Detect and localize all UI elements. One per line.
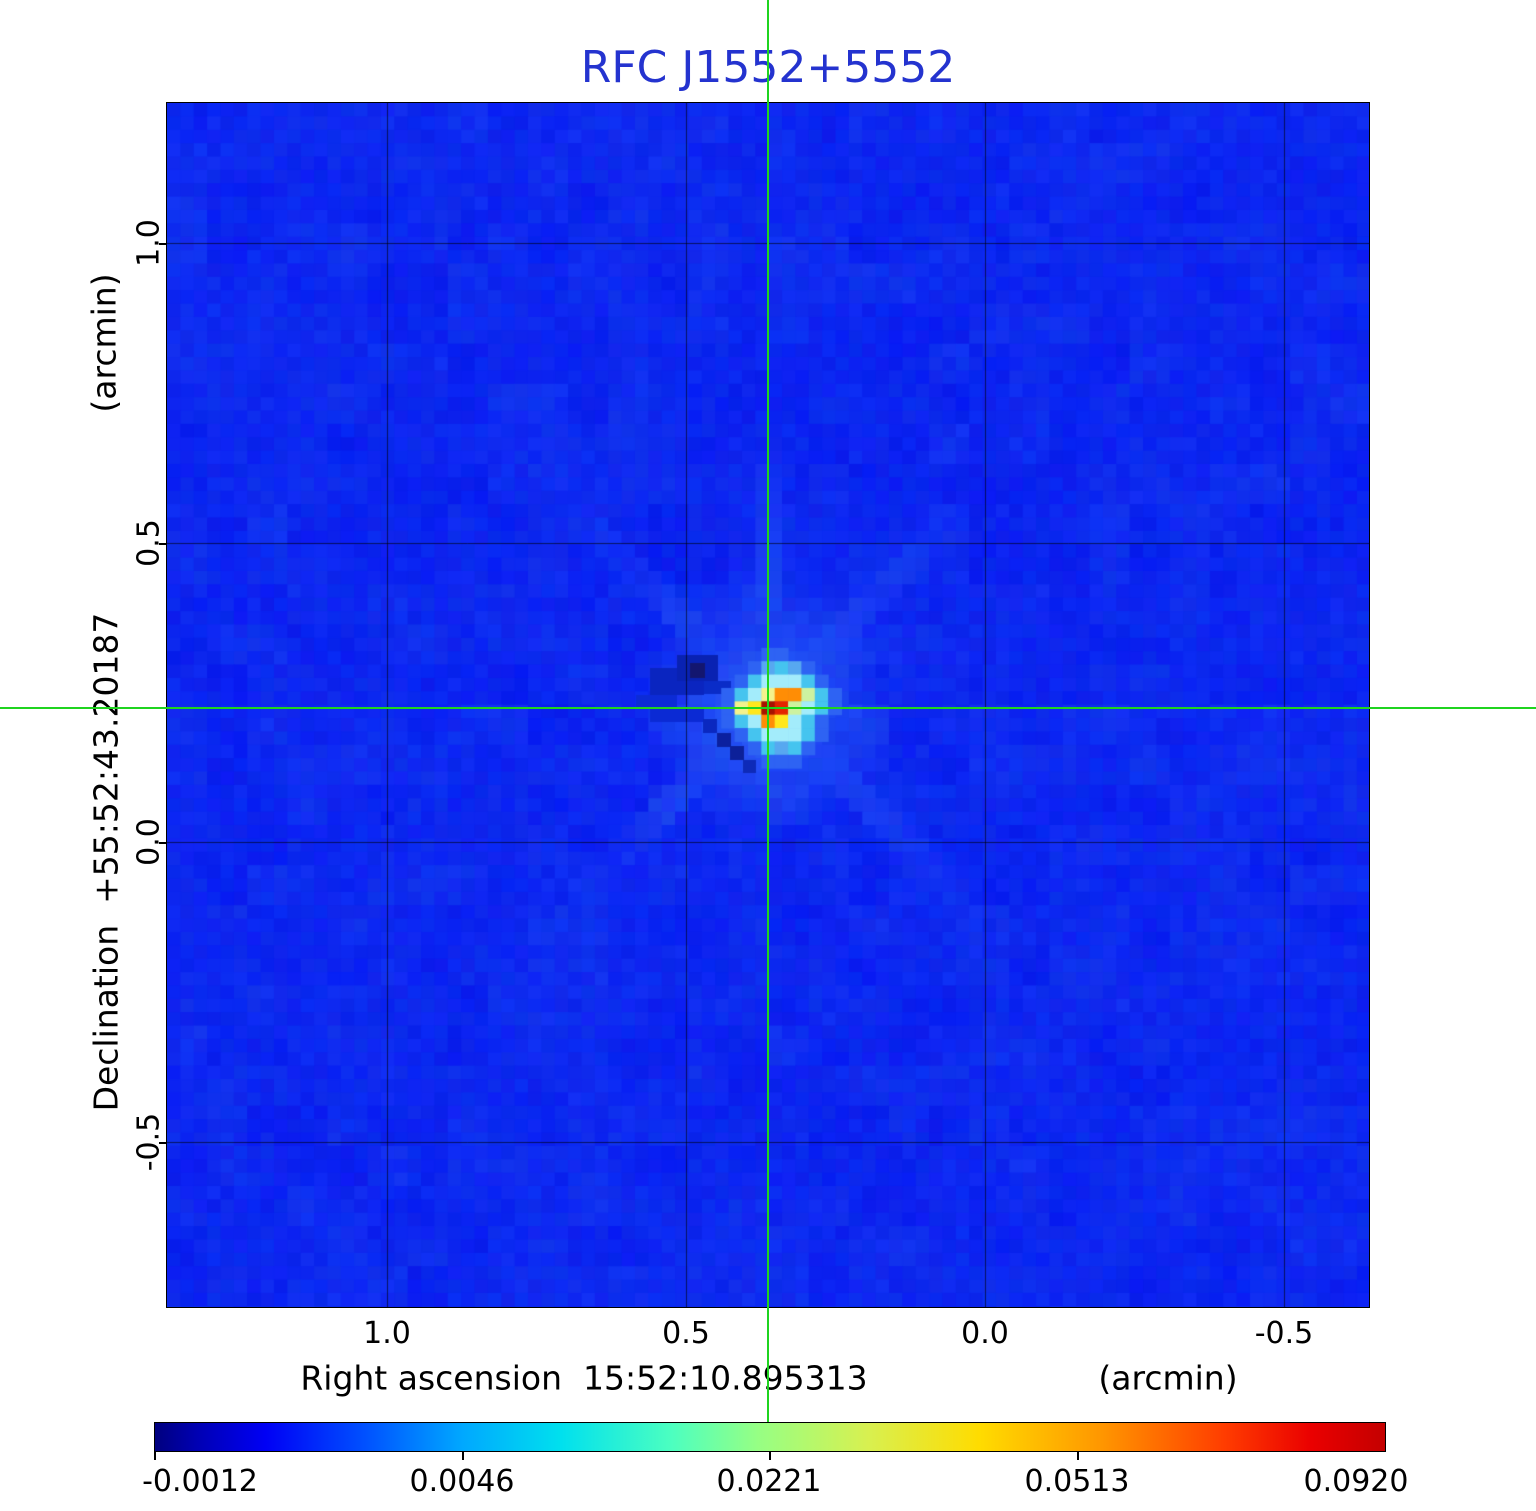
y-axis-tick-mark	[159, 842, 166, 844]
x-tick-label: 0.5	[662, 1316, 710, 1351]
x-axis-label: Right ascension 15:52:10.895313	[300, 1358, 868, 1398]
colorbar-gradient	[154, 1422, 1386, 1452]
crosshair-vertical-line	[767, 0, 769, 1422]
figure-title: RFC J1552+5552	[580, 42, 956, 93]
colorbar-tick-mark	[154, 1452, 156, 1460]
crosshair-horizontal-line	[0, 707, 1536, 709]
colorbar-tick-label: 0.0513	[1024, 1464, 1130, 1499]
colorbar-tick-mark	[461, 1452, 464, 1460]
y-axis-unit-label: (arcmin)	[84, 273, 124, 413]
colorbar-tick-mark	[1076, 1452, 1079, 1460]
x-tick-label: 0.0	[961, 1316, 1009, 1351]
colorbar-tick-label: -0.0012	[142, 1464, 258, 1499]
y-tick-label: 1.0	[131, 219, 167, 267]
colorbar-tick-label: 0.0920	[1303, 1464, 1409, 1499]
y-axis-tick-mark	[159, 243, 166, 245]
y-tick-label: 0.0	[131, 818, 167, 866]
x-tick-label: -0.5	[1254, 1316, 1314, 1351]
y-axis-tick-mark	[159, 543, 166, 545]
x-axis-unit-label: (arcmin)	[1098, 1358, 1238, 1398]
colorbar-tick-label: 0.0046	[409, 1464, 515, 1499]
colorbar-tick-label: 0.0221	[716, 1464, 822, 1499]
y-tick-label: 0.5	[131, 519, 167, 567]
colorbar-tick-mark	[769, 1452, 771, 1460]
x-tick-label: 1.0	[363, 1316, 411, 1351]
y-axis-label: Declination +55:52:43.20187	[86, 612, 126, 1112]
y-axis-tick-mark	[159, 1142, 166, 1144]
y-tick-label: -0.5	[131, 1112, 167, 1172]
